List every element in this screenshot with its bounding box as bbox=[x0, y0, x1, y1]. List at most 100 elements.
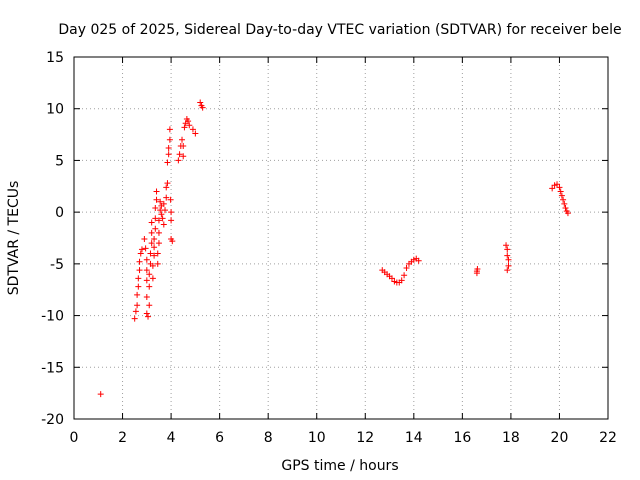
data-point bbox=[148, 240, 155, 247]
data-point bbox=[558, 192, 565, 199]
data-point bbox=[146, 283, 153, 290]
data-point bbox=[562, 205, 569, 212]
data-point bbox=[143, 293, 150, 300]
data-point bbox=[143, 256, 150, 263]
data-point bbox=[166, 136, 173, 143]
data-point bbox=[162, 207, 169, 214]
data-point bbox=[554, 181, 561, 188]
data-point bbox=[164, 180, 171, 187]
data-point bbox=[403, 264, 410, 271]
y-tick-label: -15 bbox=[41, 360, 64, 376]
data-point bbox=[197, 99, 204, 106]
x-tick-label: 6 bbox=[215, 430, 224, 446]
plot-frame bbox=[73, 56, 609, 420]
data-point bbox=[180, 142, 187, 149]
data-point bbox=[503, 242, 510, 249]
data-point bbox=[165, 145, 172, 152]
data-point bbox=[504, 252, 511, 259]
x-tick-label: 18 bbox=[502, 430, 520, 446]
data-point bbox=[164, 159, 171, 166]
data-point bbox=[167, 196, 174, 203]
data-point bbox=[564, 210, 571, 217]
data-point bbox=[504, 267, 511, 274]
data-point bbox=[185, 118, 192, 125]
data-point bbox=[505, 256, 512, 263]
data-point bbox=[146, 302, 153, 309]
data-point bbox=[136, 258, 143, 265]
data-point bbox=[147, 250, 154, 257]
data-point bbox=[180, 153, 187, 160]
data-point bbox=[155, 229, 162, 236]
y-tick-label: 0 bbox=[55, 205, 64, 221]
y-tick-label: 5 bbox=[55, 153, 64, 169]
data-point bbox=[155, 240, 162, 247]
data-point bbox=[192, 130, 199, 137]
x-tick-label: 4 bbox=[167, 430, 176, 446]
data-point bbox=[137, 250, 144, 257]
data-point bbox=[176, 151, 183, 158]
data-point bbox=[152, 215, 159, 222]
data-point bbox=[557, 188, 564, 195]
data-point bbox=[153, 196, 160, 203]
x-tick-label: 10 bbox=[308, 430, 326, 446]
data-point bbox=[135, 283, 142, 290]
data-point bbox=[152, 225, 159, 232]
x-tick-label: 20 bbox=[551, 430, 569, 446]
y-tick-label: 10 bbox=[46, 102, 64, 118]
data-point bbox=[549, 185, 556, 192]
data-point bbox=[142, 245, 149, 252]
x-tick-label: 22 bbox=[599, 430, 617, 446]
y-tick-label: -20 bbox=[41, 412, 64, 428]
data-point bbox=[401, 272, 408, 279]
data-point bbox=[149, 262, 156, 269]
x-tick-label: 8 bbox=[264, 430, 273, 446]
data-point bbox=[474, 266, 481, 273]
data-point bbox=[151, 236, 158, 243]
data-point bbox=[143, 310, 150, 317]
data-point bbox=[556, 184, 563, 191]
data-point bbox=[151, 252, 158, 259]
data-point bbox=[131, 315, 138, 322]
data-point bbox=[415, 257, 422, 264]
data-point bbox=[152, 205, 159, 212]
x-tick-label: 2 bbox=[118, 430, 127, 446]
x-tick-label: 0 bbox=[70, 430, 79, 446]
data-point bbox=[148, 219, 155, 226]
chart-title: Day 025 of 2025, Sidereal Day-to-day VTE… bbox=[58, 22, 621, 38]
data-point bbox=[132, 308, 139, 315]
x-tick-label: 14 bbox=[405, 430, 423, 446]
data-point bbox=[136, 267, 143, 274]
data-point bbox=[165, 151, 172, 158]
x-axis-label: GPS time / hours bbox=[281, 458, 398, 474]
data-point bbox=[149, 275, 156, 282]
data-point bbox=[134, 291, 141, 298]
data-point bbox=[560, 196, 567, 203]
x-tick-label: 12 bbox=[356, 430, 374, 446]
data-point bbox=[186, 122, 193, 129]
data-point bbox=[138, 246, 145, 253]
data-point bbox=[175, 157, 182, 164]
y-axis-label: SDTVAR / TECUs bbox=[6, 181, 22, 296]
data-point bbox=[159, 215, 166, 222]
data-point bbox=[157, 198, 164, 205]
data-point bbox=[148, 229, 155, 236]
data-point bbox=[163, 184, 170, 191]
data-point bbox=[143, 277, 150, 284]
data-point bbox=[189, 126, 196, 133]
data-point bbox=[504, 246, 511, 253]
data-point bbox=[505, 262, 512, 269]
data-point bbox=[398, 277, 405, 284]
data-point bbox=[134, 302, 141, 309]
data-point bbox=[135, 275, 142, 282]
data-point bbox=[160, 221, 167, 228]
data-point bbox=[151, 244, 158, 251]
data-point bbox=[154, 260, 161, 267]
data-series bbox=[97, 99, 571, 398]
data-point bbox=[146, 271, 153, 278]
data-point bbox=[561, 200, 568, 207]
y-tick-label: -5 bbox=[50, 257, 64, 273]
y-tick-label: 15 bbox=[46, 50, 64, 66]
data-point bbox=[160, 200, 167, 207]
y-axis: -20 -15 -10 -5 0 5 10 15 bbox=[41, 50, 608, 428]
